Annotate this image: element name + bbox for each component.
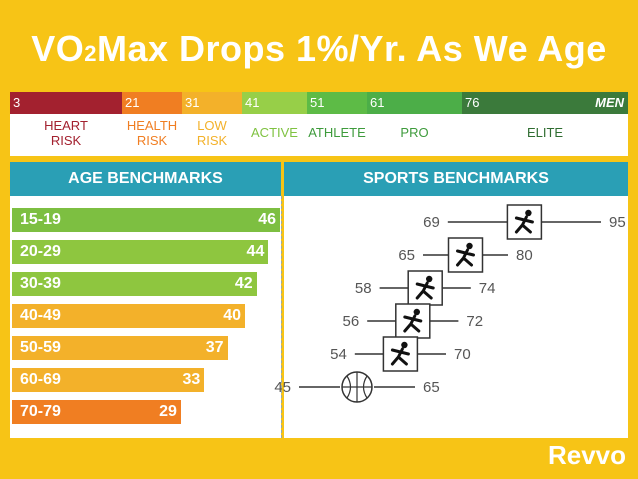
- age-bar-value: 46: [258, 211, 276, 228]
- benchmark-divider: [281, 196, 282, 438]
- sport-low-value: 45: [274, 379, 291, 396]
- revvo-logo: Revvo: [547, 440, 626, 470]
- age-bar-label: 15-19: [20, 211, 61, 228]
- age-bar: 30-39 42: [12, 272, 257, 296]
- men-label: MEN: [595, 95, 624, 110]
- sport-high-value: 74: [479, 280, 496, 297]
- age-bar-label: 40-49: [20, 307, 61, 324]
- sport-low-value: 58: [355, 280, 372, 297]
- age-bar-value: 29: [159, 403, 177, 420]
- age-bar-value: 33: [182, 371, 201, 388]
- age-bar-label: 50-59: [20, 339, 61, 356]
- athlete-figure: [390, 347, 410, 366]
- scale-zone-label: HEALTH RISK: [126, 118, 178, 148]
- sport-high-value: 95: [609, 214, 626, 231]
- scale-segment: 76: [462, 92, 628, 114]
- scale-segment: 3: [10, 92, 122, 114]
- scale-start-value: 76: [465, 95, 480, 110]
- scale-zone-label: LOW RISK: [196, 118, 228, 148]
- athlete-head: [413, 308, 420, 316]
- age-bar-label: 60-69: [20, 371, 61, 388]
- sprinter-icon: [447, 237, 484, 273]
- scale-start-value: 41: [245, 95, 260, 110]
- athlete-head: [426, 275, 433, 283]
- scale-start-value: 61: [370, 95, 385, 110]
- scale-start-value: 3: [13, 95, 21, 110]
- sports-panel-title: SPORTS BENCHMARKS: [284, 162, 628, 196]
- age-bar-value: 37: [205, 339, 224, 356]
- age-bar-value: 40: [223, 307, 242, 324]
- scale-segment: 31: [182, 92, 242, 114]
- sport-high-value: 72: [466, 313, 483, 330]
- athlete-figure: [514, 215, 534, 234]
- age-bar: 60-69 33: [12, 368, 205, 392]
- sport-high-value: 65: [423, 379, 440, 396]
- age-bar-label: 20-29: [20, 243, 61, 260]
- swimming-icon: [382, 336, 419, 372]
- scale-start-value: 31: [185, 95, 200, 110]
- athlete-head: [466, 242, 473, 250]
- scale-zone-label: PRO: [400, 125, 429, 140]
- age-bar: 70-79 29: [12, 400, 181, 424]
- athlete-head: [401, 341, 408, 349]
- scale-zone-label: ELITE: [526, 125, 564, 140]
- age-bar: 40-49 40: [12, 304, 246, 328]
- sport-low-value: 69: [423, 214, 440, 231]
- sport-low-value: 54: [330, 346, 347, 363]
- age-bar-value: 42: [234, 275, 253, 292]
- scale-segment: 61: [367, 92, 462, 114]
- scale-segment: 41: [242, 92, 307, 114]
- vo2max-scale: 3 HEART RISK 21 HEALTH RISK 31 LOW RISK 41 ACTIVE 5…: [10, 92, 628, 156]
- age-bar: 50-59 37: [12, 336, 228, 360]
- age-bar-value: 44: [246, 243, 265, 260]
- age-bar: 15-19 46: [12, 208, 280, 232]
- age-bar: 20-29 44: [12, 240, 269, 264]
- athlete-head: [525, 209, 532, 217]
- age-panel-title: AGE BENCHMARKS: [10, 162, 281, 196]
- page-title: VO2Max Drops 1%/Yr. As We Age: [31, 28, 607, 69]
- athlete-figure: [456, 248, 475, 267]
- athlete-figure: [403, 314, 423, 333]
- age-bar-label: 30-39: [20, 275, 61, 292]
- athlete-figure: [415, 281, 435, 300]
- basketball-seams: [342, 372, 372, 402]
- scale-zone-label: ATHLETE: [308, 125, 366, 140]
- sport-low-value: 56: [343, 313, 360, 330]
- scale-segment: 21: [122, 92, 182, 114]
- age-bar-label: 70-79: [20, 403, 61, 420]
- scale-zone-label: ACTIVE: [251, 125, 298, 140]
- sport-low-value: 65: [398, 247, 415, 264]
- scale-start-value: 51: [310, 95, 325, 110]
- scale-zone-label: HEART RISK: [44, 118, 88, 148]
- scale-segment: 51: [307, 92, 367, 114]
- sport-high-value: 70: [454, 346, 471, 363]
- scale-start-value: 21: [125, 95, 140, 110]
- sport-high-value: 80: [516, 247, 533, 264]
